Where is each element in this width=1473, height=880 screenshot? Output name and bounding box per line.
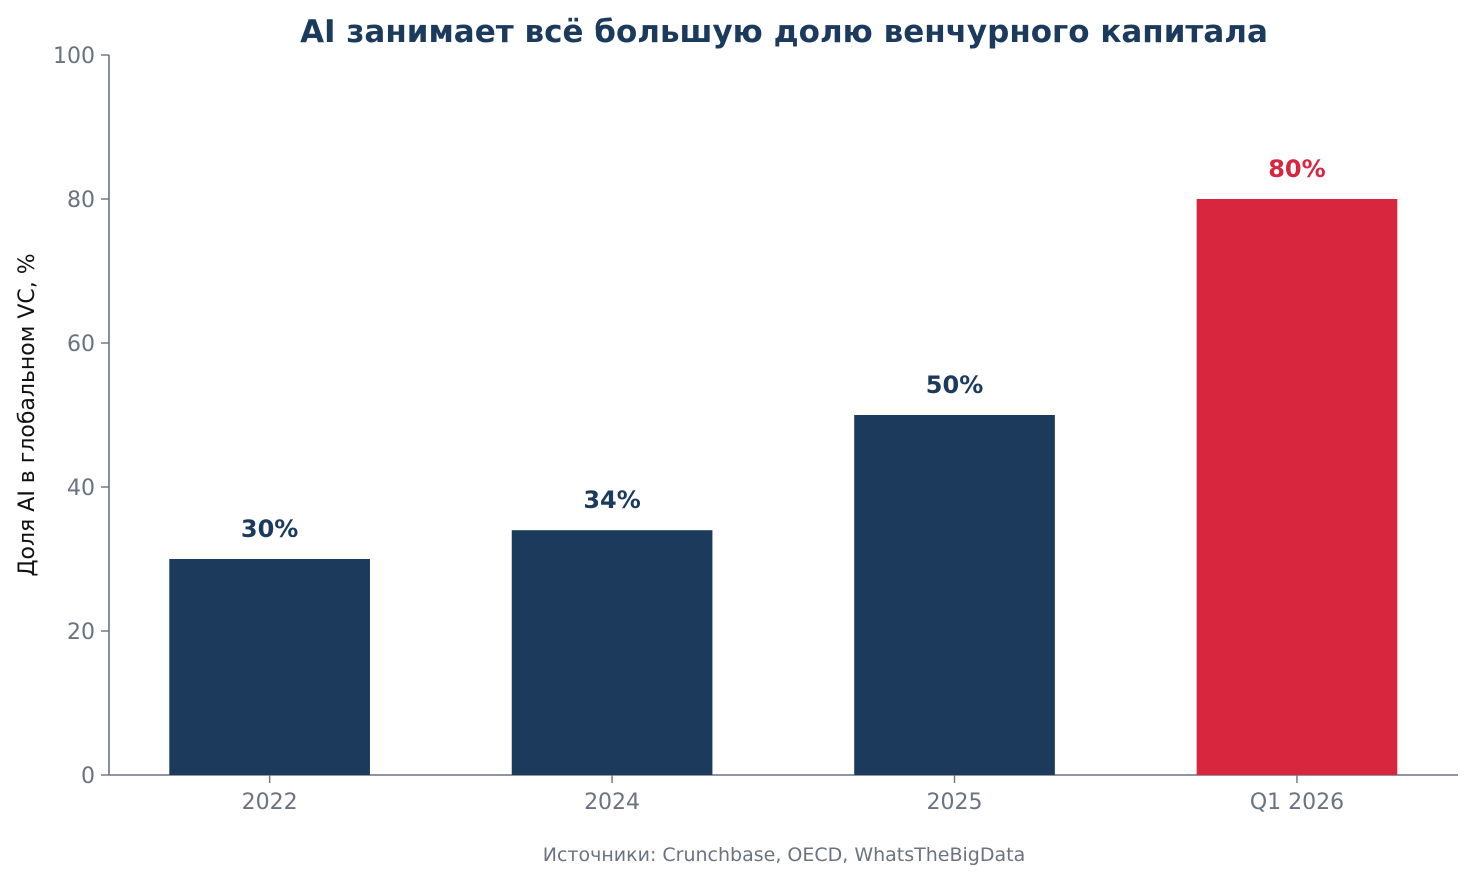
bar-q1-2026 [1196,199,1398,775]
y-tick-label: 60 [67,332,95,357]
bars [169,199,1398,775]
bar-2024 [511,530,713,775]
bar-value-label: 80% [1268,155,1325,183]
source-note: Источники: Crunchbase, OECD, WhatsTheBig… [543,844,1025,866]
bar-value-label: 34% [583,486,640,514]
x-tick-label: 2022 [242,790,298,815]
x-tick-label: Q1 2026 [1250,790,1344,815]
bar-value-label: 50% [926,371,983,399]
bar-2022 [169,559,370,775]
y-axis-label: Доля AI в глобальном VC, % [15,253,40,576]
y-tick-label: 80 [67,188,95,213]
chart-title: AI занимает всё большую долю венчурного … [300,14,1268,50]
bar-value-label: 30% [241,515,298,543]
y-tick-label: 40 [67,476,95,501]
y-axis: 0 20 40 60 80 100 [53,44,110,789]
y-tick-label: 0 [81,764,95,789]
y-tick-label: 100 [53,44,95,69]
x-tick-label: 2024 [584,790,640,815]
x-tick-label: 2025 [927,790,983,815]
bar-2025 [854,415,1055,775]
value-labels: 30% 34% 50% 80% [241,155,1326,543]
x-axis: 2022 2024 2025 Q1 2026 [109,774,1458,815]
y-tick-label: 20 [67,620,95,645]
